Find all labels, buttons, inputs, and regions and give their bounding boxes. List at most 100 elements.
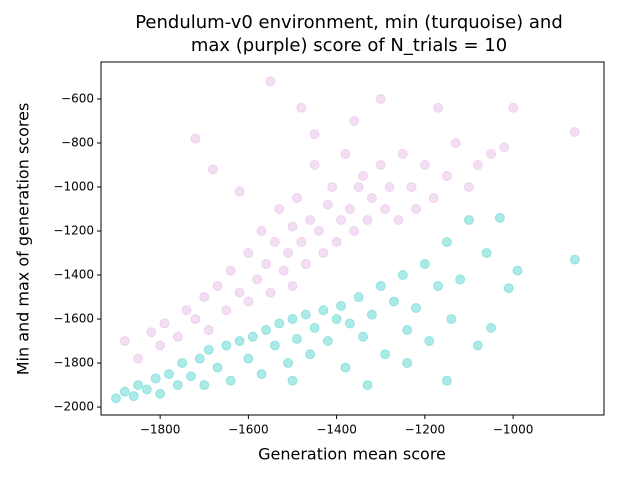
scatter-point [278,265,289,276]
scatter-point [186,371,197,382]
scatter-point [472,340,483,351]
scatter-point [261,259,272,270]
scatter-point [397,270,408,281]
scatter-point [199,380,210,391]
scatter-point [225,375,236,386]
scatter-point [336,215,347,226]
scatter-point [309,322,320,333]
scatter-point [234,186,245,197]
scatter-point [111,393,122,404]
scatter-point [274,318,285,329]
scatter-point [349,115,360,126]
scatter-point [203,325,214,336]
y-tick-label: −600 [61,91,94,105]
scatter-point [512,265,523,276]
scatter-point [353,182,364,193]
scatter-point [406,182,417,193]
scatter-point [340,148,351,159]
scatter-point [252,274,263,285]
scatter-point [221,340,232,351]
y-axis-label: Min and max of generation scores [14,103,33,376]
x-tick-label: −1400 [316,423,357,437]
scatter-point [172,380,183,391]
scatter-point [128,391,139,402]
scatter-point [234,336,245,347]
scatter-point [190,133,201,144]
scatter-point [318,248,329,259]
x-tick-label: −1800 [140,423,181,437]
scatter-point [256,226,267,237]
scatter-point [463,182,474,193]
chart-title: Pendulum-v0 environment, min (turquoise)… [135,12,563,33]
scatter-point [265,287,276,298]
x-tick-label: −1000 [493,423,534,437]
scatter-point [291,193,302,204]
y-tick-label: −800 [61,135,94,149]
scatter-point [402,325,413,336]
scatter-point [428,193,439,204]
scatter-point [331,314,342,325]
scatter-point [503,283,514,294]
scatter-point [265,76,276,87]
scatter-point [309,159,320,170]
x-tick-label: −1200 [405,423,446,437]
scatter-point [155,388,166,399]
scatter-point [362,380,373,391]
scatter-point [327,182,338,193]
scatter-point [318,305,329,316]
scatter-point [261,325,272,336]
scatter-point [481,248,492,259]
y-tick-label: −1400 [53,268,94,282]
scatter-point [508,102,519,113]
scatter-point [472,159,483,170]
scatter-point [446,314,457,325]
scatter-point [322,199,333,210]
scatter-point [212,362,223,373]
scatter-point [402,358,413,369]
scatter-point [450,137,461,148]
scatter-point [247,331,258,342]
scatter-point [424,336,435,347]
y-tick-label: −1000 [53,180,94,194]
scatter-point [313,226,324,237]
scatter-point [296,102,307,113]
chart-title: max (purple) score of N_trials = 10 [191,35,507,56]
y-tick-label: −2000 [53,400,94,414]
scatter-point [119,336,130,347]
scatter-point [287,314,298,325]
scatter-point [463,215,474,226]
plot-area [111,76,580,404]
scatter-point [150,373,161,384]
scatter-point [441,237,452,248]
scatter-point [494,212,505,223]
scatter-point [358,331,369,342]
scatter-point [441,170,452,181]
scatter-point [287,281,298,292]
scatter-point [419,259,430,270]
scatter-point [569,126,580,137]
scatter-point [433,281,444,292]
scatter-point [287,221,298,232]
scatter-point [300,309,311,320]
scatter-point [375,93,386,104]
scatter-point [177,358,188,369]
scatter-point [119,386,130,397]
scatter-point [296,237,307,248]
scatter-point [411,303,422,314]
scatter-point [221,305,232,316]
scatter-point [141,384,152,395]
scatter-point [225,265,236,276]
scatter-point [375,159,386,170]
scatter-point [256,369,267,380]
scatter-point [486,322,497,333]
scatter-point [366,193,377,204]
scatter-point [569,254,580,265]
scatter-point [397,148,408,159]
scatter-point [322,336,333,347]
y-tick-label: −1600 [53,312,94,326]
scatter-point [291,333,302,344]
scatter-point [305,215,316,226]
scatter-point [358,170,369,181]
scatter-point [353,292,364,303]
